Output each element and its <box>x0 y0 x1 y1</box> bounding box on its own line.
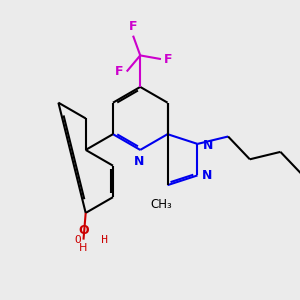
Text: O: O <box>74 235 81 244</box>
Text: CH₃: CH₃ <box>150 198 172 211</box>
Text: F: F <box>129 20 137 33</box>
Text: N: N <box>202 169 212 182</box>
Text: F: F <box>164 52 172 66</box>
Text: N: N <box>134 155 144 168</box>
Text: F: F <box>115 65 124 78</box>
Text: H: H <box>79 243 88 253</box>
Text: H: H <box>81 235 108 244</box>
Text: N: N <box>203 139 213 152</box>
Text: O: O <box>78 224 89 237</box>
